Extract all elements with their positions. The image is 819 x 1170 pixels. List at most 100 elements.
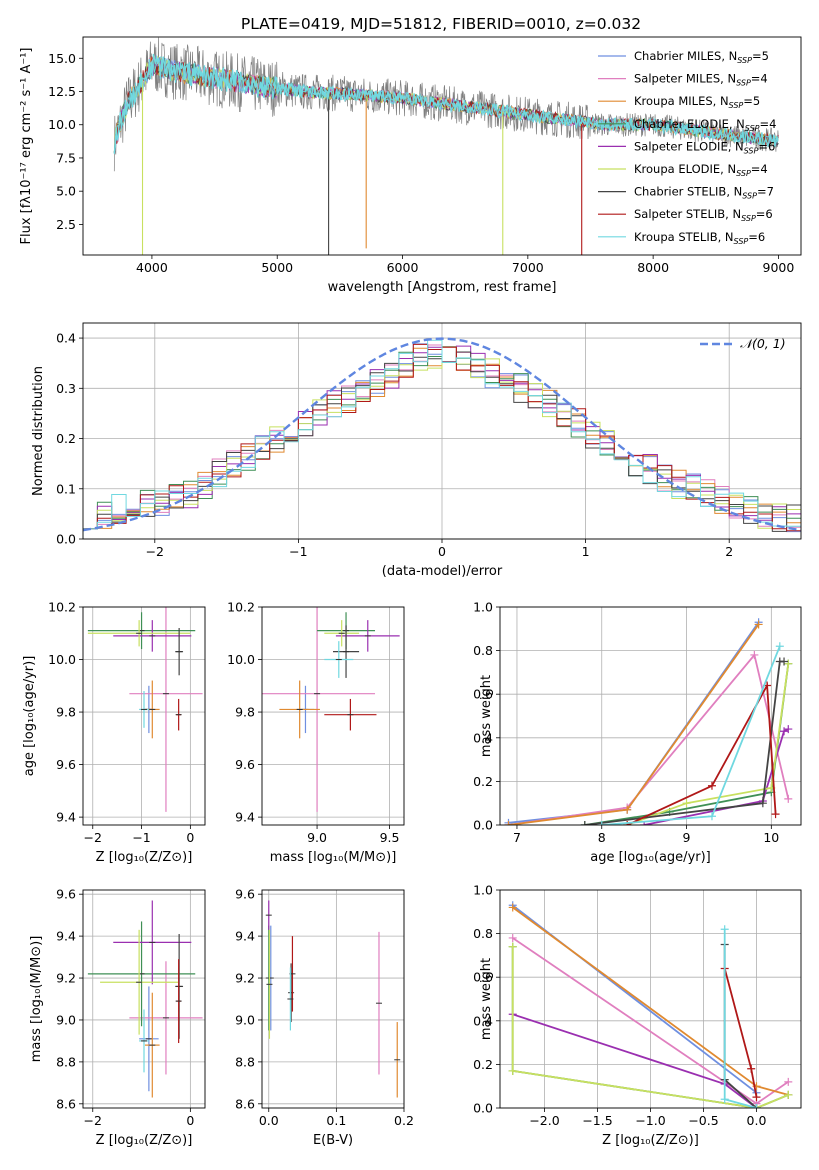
y-tick-label: 0.1 <box>56 481 76 496</box>
x-axis-label: E(B-V) <box>313 1133 353 1148</box>
weight-marker-salpeter_miles <box>750 650 759 659</box>
x-tick-label: 0.0 <box>747 1113 767 1128</box>
x-tick-label: 4000 <box>136 260 168 275</box>
plot-area <box>508 901 793 1108</box>
y-tick-label: 1.0 <box>473 883 493 898</box>
axes-frame <box>82 889 206 1109</box>
x-tick-label: −2 <box>84 830 102 845</box>
y-tick-label: 15.0 <box>48 51 76 66</box>
x-tick-label: −2.0 <box>529 1113 559 1128</box>
weight-marker-chabrier_stelib <box>780 657 789 666</box>
weight-marker-kroupa_elodie <box>508 1066 517 1075</box>
x-tick-label: 9 <box>683 830 691 845</box>
x-tick-label: −1.5 <box>582 1113 612 1128</box>
weight-marker-kroupa_miles <box>754 620 763 629</box>
y-tick-label: 9.6 <box>56 757 76 772</box>
x-tick-label: 5000 <box>261 260 293 275</box>
model-spectrum-kroupa_stelib-top <box>113 53 779 154</box>
x-tick-label: 0.1 <box>326 1113 346 1128</box>
panel-weight_vs_age: 7 8 9 10 0.0 0.2 0.4 0.6 0.8 1.0 age [log₁₀(age/yr… <box>473 600 802 865</box>
y-tick-label: 9.4 <box>56 810 76 825</box>
weight-marker-kroupa_elodie <box>508 942 517 951</box>
axes-frame <box>82 322 802 540</box>
plot-area <box>504 618 793 825</box>
y-tick-label: 0.4 <box>473 1013 493 1028</box>
y-tick-label: 9.6 <box>235 757 255 772</box>
panel-age_vs_Z: −2 −1 0 9.4 9.6 9.8 10.0 10.2 Z [log₁₀(Z/Z⊙)] age… <box>22 600 206 865</box>
axes-frame <box>82 36 802 256</box>
y-tick-label: 10.0 <box>48 652 76 667</box>
axes-frame <box>82 606 206 826</box>
y-tick-label: 0.2 <box>473 1057 493 1072</box>
weight-line-kroupa_stelib <box>601 645 781 825</box>
x-tick-label: 6000 <box>387 260 419 275</box>
x-tick-label: 0.0 <box>259 1113 279 1128</box>
plot-area <box>113 37 779 255</box>
y-axis-label: age [log₁₀(age/yr)] <box>22 656 37 777</box>
y-tick-label: 9.4 <box>56 929 76 944</box>
y-tick-label: 9.2 <box>235 971 255 986</box>
legend-label-salpeter_elodie: Salpeter ELODIE, NSSP=6 <box>634 139 775 155</box>
weight-marker-kroupa_miles <box>504 821 513 825</box>
x-tick-label: −2 <box>146 544 164 559</box>
y-axis-label: mass [log₁₀(M/M⊙)] <box>29 936 44 1063</box>
y-tick-label: 0.2 <box>56 431 76 446</box>
panel-age_vs_mass: 9.0 9.5 9.4 9.6 9.8 10.0 10.2 mass [log₁₀(M/M⊙)… <box>227 600 405 865</box>
weight-marker-chabrier_stelib <box>758 799 767 808</box>
y-tick-label: 0.6 <box>473 687 493 702</box>
axes-frame <box>499 889 802 1109</box>
y-tick-label: 9.4 <box>235 810 255 825</box>
y-tick-label: 0.0 <box>56 532 76 547</box>
x-tick-label: 9.5 <box>380 830 400 845</box>
weight-marker-kroupa_miles <box>508 903 517 912</box>
y-tick-label: 10.0 <box>227 652 255 667</box>
y-tick-label: 5.0 <box>56 184 76 199</box>
y-axis-label: Flux [fλ10⁻¹⁷ erg cm⁻² s⁻¹ A⁻¹] <box>19 48 34 245</box>
weight-marker-salpeter_stelib <box>747 1064 756 1073</box>
y-tick-label: 0.3 <box>56 381 76 396</box>
weight-marker-kroupa_stelib <box>752 1104 761 1108</box>
x-tick-label: 7 <box>513 830 521 845</box>
x-axis-label: Z [log₁₀(Z/Z⊙)] <box>96 850 193 865</box>
x-tick-label: 0.2 <box>394 1113 414 1128</box>
legend-label-chabrier_stelib: Chabrier STELIB, NSSP=7 <box>634 185 774 201</box>
weight-marker-salpeter_miles <box>784 794 793 803</box>
plot-area <box>265 900 401 1098</box>
x-tick-label: −1 <box>132 830 150 845</box>
weight-line-kroupa_elodie <box>511 946 789 1108</box>
histogram-kroupa_stelib <box>83 339 801 539</box>
x-tick-label: −2 <box>84 1113 102 1128</box>
y-tick-label: 2.5 <box>56 217 76 232</box>
legend-label-salpeter_stelib: Salpeter STELIB, NSSP=6 <box>634 207 773 223</box>
y-tick-label: 12.5 <box>48 84 76 99</box>
weight-line-salpeter_elodie <box>512 1013 758 1108</box>
y-tick-label: 1.0 <box>473 600 493 615</box>
x-tick-label: 8000 <box>637 260 669 275</box>
weight-marker-salpeter_elodie <box>780 727 789 736</box>
y-tick-label: 9.2 <box>56 971 76 986</box>
x-tick-label: 9.0 <box>307 830 327 845</box>
y-axis-label: mass weight <box>479 675 494 757</box>
panel-mass_vs_Z: −2 0 8.6 8.8 9.0 9.2 9.4 9.6 Z [log₁₀(Z/Z⊙)] mass… <box>29 887 206 1148</box>
y-tick-label: 0.8 <box>473 926 493 941</box>
weight-marker-kroupa_stelib <box>707 812 716 821</box>
y-tick-label: 9.4 <box>235 929 255 944</box>
x-tick-label: 8 <box>598 830 606 845</box>
y-tick-label: 9.6 <box>235 887 255 902</box>
y-tick-label: 10.2 <box>227 600 255 615</box>
gaussian-curve <box>83 337 801 532</box>
weight-marker-salpeter_miles <box>508 933 517 942</box>
y-tick-label: 0.2 <box>473 774 493 789</box>
weight-marker-kroupa_elodie <box>784 1090 793 1099</box>
x-tick-label: 7000 <box>512 260 544 275</box>
x-tick-label: 0 <box>186 1113 194 1128</box>
x-axis-label: wavelength [Angstrom, rest frame] <box>328 280 557 295</box>
legend-label-kroupa_stelib: Kroupa STELIB, NSSP=6 <box>634 230 765 246</box>
y-tick-label: 8.8 <box>235 1054 255 1069</box>
y-tick-label: 9.6 <box>56 887 76 902</box>
weight-line-chabrier_stelib <box>584 660 784 825</box>
weight-marker-kroupa_stelib <box>775 642 784 651</box>
y-tick-label: 10.2 <box>48 600 76 615</box>
y-tick-label: 8.6 <box>56 1096 76 1111</box>
